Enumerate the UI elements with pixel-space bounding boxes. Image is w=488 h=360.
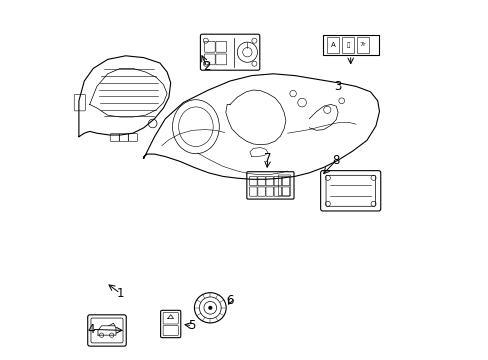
Text: 4: 4 (87, 323, 95, 336)
Text: 5: 5 (188, 319, 196, 332)
Text: 3: 3 (334, 80, 341, 93)
Bar (322, 35, 378, 55)
Text: 7r: 7r (359, 42, 366, 48)
Text: A: A (330, 42, 335, 48)
Text: 🚗: 🚗 (346, 42, 349, 48)
Circle shape (208, 306, 212, 310)
Text: 1: 1 (116, 287, 124, 300)
Text: 2: 2 (203, 60, 210, 73)
Text: 6: 6 (226, 294, 233, 307)
Text: 8: 8 (332, 154, 339, 167)
Text: 7: 7 (264, 152, 271, 165)
